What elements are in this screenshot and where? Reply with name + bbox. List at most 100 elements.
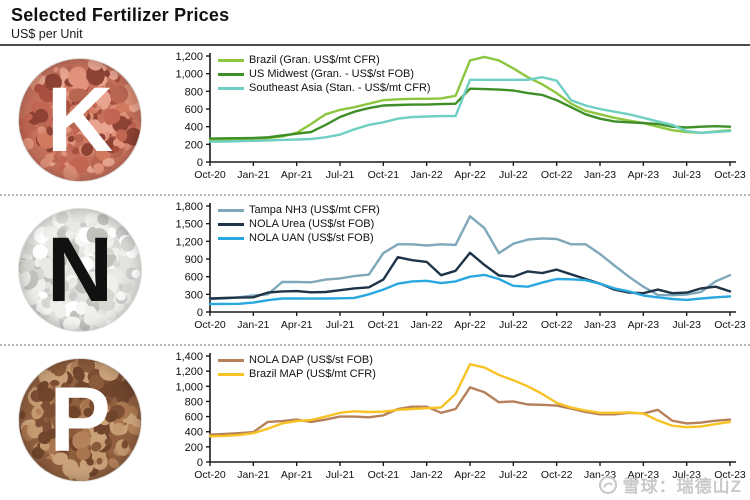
- chart-panels: K 0 200 400 600 800 1,000 1,200 Oct-20 Jan-21 Apr-…: [0, 46, 750, 494]
- legend-item: US Midwest (Gran. - US$/st FOB): [218, 67, 431, 81]
- x-tick-label: Apr-21: [281, 319, 313, 331]
- x-tick-label: Jan-23: [584, 319, 616, 331]
- legend-item: Brazil MAP (US$/mt CFR): [218, 367, 376, 381]
- panel-separator: [0, 194, 750, 196]
- x-tick-label: Apr-21: [281, 469, 313, 481]
- legend-item: NOLA Urea (US$/st FOB): [218, 217, 380, 231]
- x-tick-label: Jan-22: [411, 469, 443, 481]
- series-line: [208, 87, 732, 140]
- header-rule: [0, 44, 750, 46]
- legend-swatch: [218, 72, 244, 76]
- nitrogen-legend: Tampa NH3 (US$/mt CFR) NOLA Urea (US$/st …: [218, 203, 380, 245]
- legend-label: NOLA DAP (US$/st FOB): [249, 354, 373, 366]
- y-tick-label: 800: [185, 86, 203, 98]
- y-tick-label: 600: [185, 412, 203, 424]
- y-tick-label: 400: [185, 427, 203, 439]
- series-line: [208, 76, 732, 143]
- series-line: [208, 251, 732, 300]
- x-tick-label: Jan-21: [237, 169, 269, 181]
- x-tick-label: Jan-23: [584, 169, 616, 181]
- legend-swatch: [218, 358, 244, 362]
- y-tick-label: 0: [197, 157, 203, 169]
- y-tick-label: 1,400: [175, 351, 203, 363]
- x-tick-label: Jul-22: [499, 169, 528, 181]
- y-tick-label: 600: [185, 104, 203, 116]
- y-tick-label: 400: [185, 122, 203, 134]
- series-line: [208, 215, 732, 301]
- phosphate-legend: NOLA DAP (US$/st FOB) Brazil MAP (US$/mt …: [218, 353, 376, 381]
- legend-label: Southeast Asia (Stan. - US$/mt CFR): [249, 82, 431, 94]
- potash-photo-wrap: K: [0, 46, 160, 194]
- x-tick-label: Oct-20: [194, 169, 226, 181]
- y-tick-label: 1,000: [175, 381, 203, 393]
- legend-label: NOLA Urea (US$/st FOB): [249, 218, 375, 230]
- legend-item: Southeast Asia (Stan. - US$/mt CFR): [218, 81, 431, 95]
- x-tick-label: Oct-23: [714, 319, 746, 331]
- x-tick-label: Apr-22: [454, 169, 486, 181]
- x-tick-label: Apr-22: [454, 469, 486, 481]
- x-tick-label: Apr-23: [628, 169, 660, 181]
- y-tick-label: 200: [185, 442, 203, 454]
- x-tick-label: Jul-21: [326, 319, 355, 331]
- legend-item: Tampa NH3 (US$/mt CFR): [218, 203, 380, 217]
- legend-swatch: [218, 372, 244, 376]
- phosphate-chart: 0 200 400 600 800 1,000 1,200 1,400 Oct-20 Jan-21…: [160, 346, 750, 494]
- x-tick-label: Jan-22: [411, 169, 443, 181]
- legend-label: Tampa NH3 (US$/mt CFR): [249, 204, 380, 216]
- x-tick-label: Jan-21: [237, 319, 269, 331]
- phosphate-photo-wrap: P: [0, 346, 160, 494]
- x-tick-label: Oct-21: [368, 469, 400, 481]
- x-tick-label: Jul-23: [672, 319, 701, 331]
- legend-label: Brazil MAP (US$/mt CFR): [249, 368, 376, 380]
- series-line: [208, 363, 732, 438]
- x-tick-label: Oct-20: [194, 319, 226, 331]
- potash-legend: Brazil (Gran. US$/mt CFR) US Midwest (Gra…: [218, 53, 431, 95]
- y-tick-label: 200: [185, 139, 203, 151]
- x-tick-label: Jul-23: [672, 169, 701, 181]
- y-tick-label: 800: [185, 396, 203, 408]
- x-tick-label: Jul-23: [672, 469, 701, 481]
- legend-swatch: [218, 58, 244, 62]
- legend-label: US Midwest (Gran. - US$/st FOB): [249, 68, 415, 80]
- y-tick-label: 1,200: [175, 366, 203, 378]
- panel-phosphate: P 0 200 400 600 800 1,000 1,200 1,400 Oct-20 Jan-2…: [0, 346, 750, 494]
- x-tick-label: Oct-21: [368, 319, 400, 331]
- nitrogen-photo-icon: N: [18, 208, 142, 332]
- x-tick-label: Oct-20: [194, 469, 226, 481]
- x-tick-label: Jul-21: [326, 169, 355, 181]
- y-tick-label: 900: [185, 254, 203, 266]
- x-tick-label: Jan-21: [237, 469, 269, 481]
- x-tick-label: Jan-22: [411, 319, 443, 331]
- y-tick-label: 300: [185, 289, 203, 301]
- legend-label: NOLA UAN (US$/st FOB): [249, 232, 374, 244]
- x-tick-label: Oct-22: [541, 169, 573, 181]
- panel-separator: [0, 344, 750, 346]
- x-tick-label: Jan-23: [584, 469, 616, 481]
- y-tick-label: 1,800: [175, 201, 203, 213]
- y-tick-label: 1,000: [175, 69, 203, 81]
- y-tick-label: 1,500: [175, 219, 203, 231]
- legend-swatch: [218, 86, 244, 90]
- legend-item: NOLA DAP (US$/st FOB): [218, 353, 376, 367]
- page-title: Selected Fertilizer Prices: [11, 5, 230, 25]
- nitrogen-chart: 0 300 600 900 1,200 1,500 1,800 Oct-20 Jan-21 Apr…: [160, 196, 750, 344]
- panel-potash: K 0 200 400 600 800 1,000 1,200 Oct-20 Jan-21 Apr-…: [0, 46, 750, 194]
- x-tick-label: Oct-22: [541, 469, 573, 481]
- x-tick-label: Apr-23: [628, 469, 660, 481]
- legend-item: NOLA UAN (US$/st FOB): [218, 231, 380, 245]
- x-tick-label: Oct-23: [714, 469, 746, 481]
- x-tick-label: Oct-22: [541, 319, 573, 331]
- x-tick-label: Jul-22: [499, 319, 528, 331]
- potash-chart: 0 200 400 600 800 1,000 1,200 Oct-20 Jan-21 Apr-2…: [160, 46, 750, 194]
- x-tick-label: Apr-22: [454, 319, 486, 331]
- x-tick-label: Jul-21: [326, 469, 355, 481]
- series-line: [208, 386, 732, 436]
- legend-swatch: [218, 236, 244, 240]
- photo-shade: [18, 58, 142, 182]
- photo-shade: [18, 208, 142, 332]
- xueqiu-logo-icon: [598, 475, 617, 494]
- y-tick-label: 0: [197, 457, 203, 469]
- y-tick-label: 0: [197, 307, 203, 319]
- x-tick-label: Jul-22: [499, 469, 528, 481]
- y-tick-label: 1,200: [175, 51, 203, 63]
